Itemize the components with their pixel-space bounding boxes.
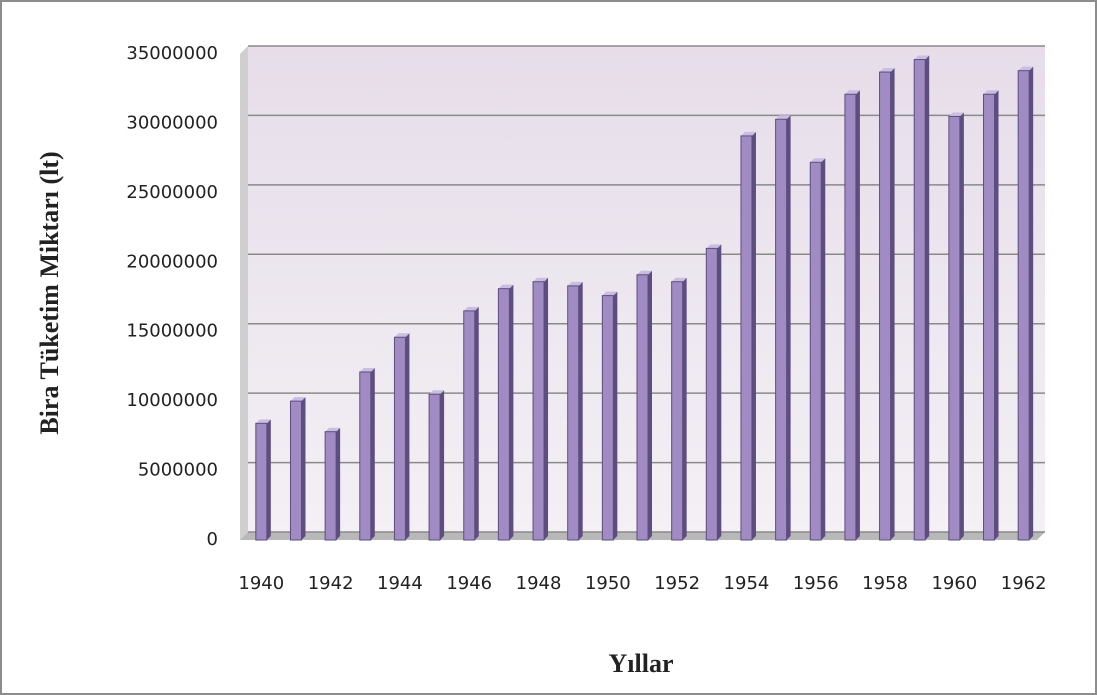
bar-side — [370, 367, 375, 540]
bar-top — [706, 244, 722, 249]
bar-side — [855, 90, 860, 541]
y-axis-title: Bira Tüketim Miktarı (lt) — [35, 151, 64, 434]
bar — [532, 281, 545, 541]
bar — [497, 288, 510, 541]
bar-side — [751, 131, 756, 540]
bar-top — [914, 55, 930, 60]
bar-top — [948, 112, 964, 117]
x-tick-label: 1952 — [654, 573, 700, 594]
bar-side — [509, 284, 514, 540]
bar — [913, 59, 926, 541]
bar — [567, 285, 580, 541]
bar-side — [266, 419, 271, 540]
x-tick-label: 1948 — [516, 573, 562, 594]
bar-top — [290, 397, 306, 402]
bar-side — [786, 115, 791, 541]
bar-top — [740, 131, 756, 136]
bar-top — [602, 291, 618, 296]
y-tick-label: 20000000 — [126, 251, 218, 272]
bar-top — [567, 281, 583, 286]
bar-top — [394, 333, 410, 338]
bar-side — [301, 397, 306, 540]
bar-side — [648, 270, 652, 540]
bar-side — [682, 277, 687, 540]
x-tick-label: 1956 — [793, 573, 839, 594]
x-tick-label: 1944 — [377, 573, 423, 594]
bar-top — [983, 90, 999, 95]
bar-side — [890, 68, 895, 541]
side-wall — [240, 46, 248, 540]
bar-top — [844, 90, 860, 95]
bar-top — [1018, 66, 1034, 71]
bar-side — [336, 427, 341, 540]
y-tick-label: 25000000 — [126, 182, 218, 203]
bar-top — [637, 270, 652, 275]
bar-side — [474, 306, 479, 540]
bar-top — [810, 158, 826, 163]
bar — [359, 371, 372, 541]
bar-side — [821, 158, 826, 540]
bar-side — [1029, 66, 1034, 541]
x-axis-title: Yıllar — [609, 649, 674, 678]
bar-top — [359, 367, 375, 372]
y-tick-label: 15000000 — [126, 321, 218, 342]
bar-side — [994, 90, 999, 541]
x-tick-label: 1946 — [446, 573, 492, 594]
bar-side — [959, 112, 964, 540]
y-tick-label: 5000000 — [138, 460, 218, 481]
y-tick-label: 30000000 — [126, 112, 218, 133]
bar-side — [440, 390, 445, 540]
x-tick-label: 1962 — [1001, 573, 1047, 594]
x-tick-label: 1950 — [585, 573, 631, 594]
bar-top — [325, 427, 341, 432]
bar-side — [578, 281, 583, 540]
bar-top — [879, 68, 895, 73]
bar — [809, 161, 822, 541]
bar-side — [613, 291, 618, 540]
x-tick-label: 1958 — [862, 573, 908, 594]
bar — [601, 295, 614, 541]
bar-top — [775, 115, 791, 120]
bar — [289, 400, 302, 541]
bar — [983, 93, 996, 541]
bar — [844, 93, 857, 541]
y-tick-label: 35000000 — [126, 43, 218, 64]
bar-side — [544, 277, 549, 540]
bar-top — [671, 277, 687, 282]
bar — [671, 281, 684, 541]
x-tick-label: 1942 — [308, 573, 354, 594]
x-tick-label: 1954 — [724, 573, 770, 594]
bar — [428, 393, 441, 541]
bar-top — [429, 390, 445, 395]
bar — [705, 247, 718, 541]
bar — [324, 431, 337, 541]
bar-side — [717, 244, 722, 540]
x-tick-label: 1940 — [238, 573, 284, 594]
bar — [636, 274, 649, 541]
bar-side — [925, 55, 930, 540]
bar — [463, 310, 476, 541]
bar-side — [405, 333, 410, 540]
bar — [255, 422, 268, 541]
y-tick-label: 10000000 — [126, 390, 218, 411]
y-tick-label: 0 — [207, 529, 218, 550]
bar — [393, 336, 406, 541]
bar-top — [533, 277, 549, 282]
x-tick-label: 1960 — [931, 573, 977, 594]
bar — [948, 115, 961, 541]
bar — [740, 135, 753, 541]
bar-top — [463, 306, 479, 311]
bar — [879, 71, 892, 541]
bar-top — [255, 419, 271, 424]
bar-top — [498, 284, 514, 289]
bar — [775, 118, 788, 541]
bar — [1017, 70, 1030, 541]
